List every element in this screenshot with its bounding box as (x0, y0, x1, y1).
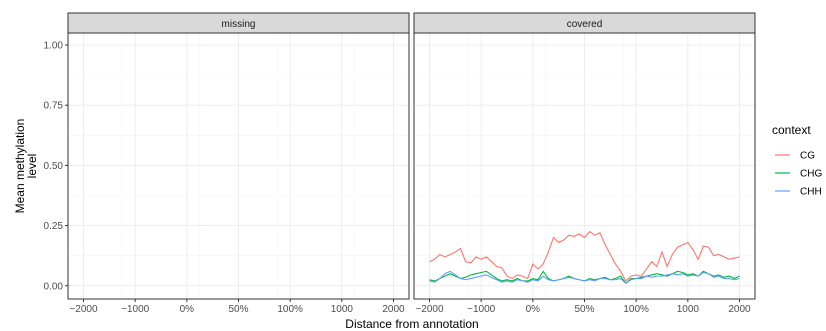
x-tick-label: 2000 (382, 304, 405, 315)
y-tick-label: 1.00 (44, 41, 64, 52)
facet-panel-covered: covered −2000 −1000 0% 50% 100% 1000 2000 (414, 13, 755, 315)
y-tick-label: 0.25 (44, 221, 64, 232)
x-tick-label: 0% (180, 304, 195, 315)
x-tick-label: 100% (277, 304, 303, 315)
y-tick-label: 0.50 (44, 161, 64, 172)
x-tick-label: 1000 (331, 304, 354, 315)
legend-label-chh: CHH (800, 187, 822, 198)
x-tick-label: −2000 (415, 304, 444, 315)
y-axis-title: Mean methylationlevel (13, 119, 39, 214)
legend: context CG CHG CHH (772, 123, 822, 198)
facet-panels: missing −2000 −1000 0% 50% 100% 1000 2000 0.00 0.… (44, 13, 755, 315)
legend-label-chg: CHG (800, 169, 822, 180)
x-tick-label: 100% (623, 304, 649, 315)
x-axis-title: Distance from annotation (345, 317, 478, 331)
x-tick-label: 50% (574, 304, 594, 315)
legend-label-cg: CG (800, 151, 815, 162)
x-tick-label: −1000 (121, 304, 150, 315)
x-tick-label: −1000 (467, 304, 496, 315)
facet-panel-missing: missing −2000 −1000 0% 50% 100% 1000 2000 0.00 0.… (44, 13, 409, 315)
facet-strip-label: covered (567, 19, 603, 30)
y-tick-label: 0.00 (44, 281, 64, 292)
x-tick-label: 0% (526, 304, 541, 315)
x-tick-label: 1000 (677, 304, 700, 315)
x-tick-label: −2000 (69, 304, 98, 315)
legend-title: context (772, 123, 811, 137)
y-axis-title-text: Mean methylationlevel (13, 119, 39, 214)
facet-strip-label: missing (222, 19, 256, 30)
x-tick-label: 50% (228, 304, 248, 315)
y-tick-label: 0.75 (44, 101, 64, 112)
x-tick-label: 2000 (728, 304, 751, 315)
y-axis-title-line: level (25, 154, 39, 179)
